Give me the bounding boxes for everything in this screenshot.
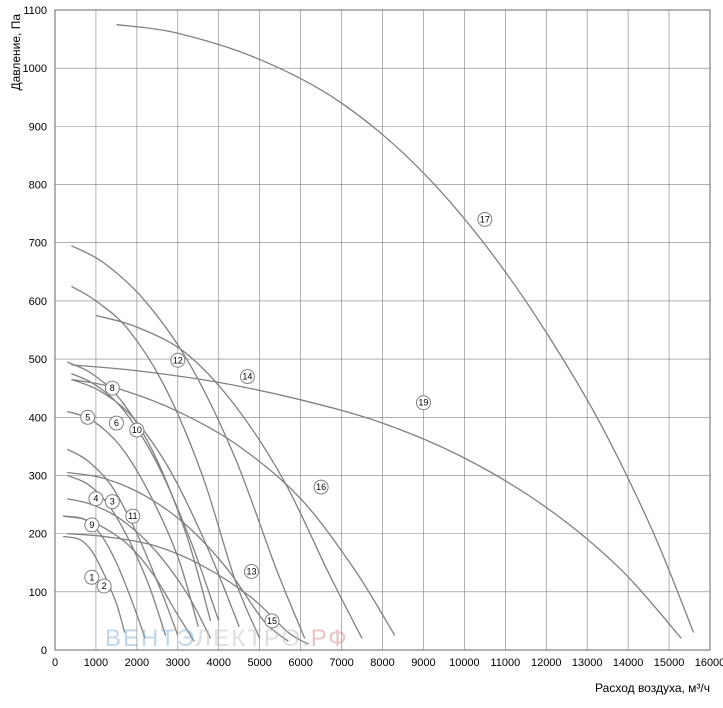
svg-text:5: 5: [85, 412, 90, 422]
svg-text:13: 13: [246, 566, 256, 576]
svg-text:1: 1: [89, 572, 94, 582]
svg-text:4: 4: [93, 494, 98, 504]
y-tick-label: 500: [29, 354, 47, 366]
fan-curve-chart: 0100020003000400050006000700080009000100…: [0, 0, 723, 708]
x-tick-label: 2000: [125, 657, 149, 669]
svg-text:10: 10: [132, 425, 142, 435]
curve-marker-14: 14: [240, 370, 254, 384]
curve-marker-10: 10: [130, 423, 144, 437]
svg-text:14: 14: [242, 372, 252, 382]
curve-marker-15: 15: [265, 614, 279, 628]
x-tick-label: 12000: [531, 657, 562, 669]
y-tick-label: 400: [29, 412, 47, 424]
svg-text:11: 11: [128, 511, 137, 521]
curve-marker-5: 5: [81, 410, 95, 424]
x-tick-label: 9000: [411, 657, 435, 669]
x-tick-label: 1000: [84, 657, 108, 669]
x-tick-label: 10000: [449, 657, 480, 669]
y-tick-label: 300: [29, 470, 47, 482]
x-tick-label: 0: [52, 657, 58, 669]
y-tick-label: 200: [29, 529, 47, 541]
x-tick-label: 11000: [490, 657, 520, 669]
curve-marker-6: 6: [109, 416, 123, 430]
x-tick-label: 14000: [613, 657, 644, 669]
x-tick-label: 16000: [695, 657, 723, 669]
x-tick-label: 6000: [288, 657, 312, 669]
y-tick-label: 800: [29, 180, 47, 192]
y-tick-label: 600: [29, 296, 47, 308]
chart-container: 0100020003000400050006000700080009000100…: [0, 0, 723, 708]
curve-marker-4: 4: [89, 492, 103, 506]
svg-text:8: 8: [110, 383, 115, 393]
svg-text:12: 12: [173, 355, 183, 365]
curve-marker-16: 16: [314, 480, 328, 494]
y-tick-label: 100: [29, 587, 47, 599]
y-axis-label: Давление, Па: [9, 14, 23, 91]
y-tick-label: 1000: [23, 63, 47, 75]
x-tick-label: 13000: [572, 657, 603, 669]
curve-marker-12: 12: [171, 353, 185, 367]
curve-marker-11: 11: [126, 509, 140, 523]
y-tick-label: 0: [41, 645, 47, 657]
x-tick-label: 5000: [247, 657, 271, 669]
svg-text:3: 3: [110, 497, 115, 507]
x-axis-label: Расход воздуха, м³/ч: [595, 681, 710, 695]
svg-text:16: 16: [316, 482, 326, 492]
y-tick-label: 1100: [23, 5, 47, 17]
svg-text:2: 2: [102, 581, 107, 591]
x-tick-label: 15000: [654, 657, 685, 669]
curve-marker-17: 17: [478, 212, 492, 226]
svg-text:17: 17: [480, 214, 490, 224]
svg-text:15: 15: [267, 616, 277, 626]
y-tick-label: 900: [29, 121, 47, 133]
svg-text:19: 19: [418, 398, 428, 408]
y-tick-label: 700: [29, 238, 47, 250]
curve-marker-2: 2: [97, 579, 111, 593]
x-tick-label: 7000: [329, 657, 353, 669]
curve-marker-1: 1: [85, 570, 99, 584]
curve-marker-9: 9: [85, 518, 99, 532]
x-tick-label: 8000: [370, 657, 394, 669]
svg-text:6: 6: [114, 418, 119, 428]
x-tick-label: 4000: [207, 657, 231, 669]
curve-marker-13: 13: [245, 564, 259, 578]
x-tick-label: 3000: [166, 657, 190, 669]
curve-marker-8: 8: [105, 381, 119, 395]
curve-marker-3: 3: [105, 495, 119, 509]
svg-text:9: 9: [89, 520, 94, 530]
curve-marker-19: 19: [416, 396, 430, 410]
